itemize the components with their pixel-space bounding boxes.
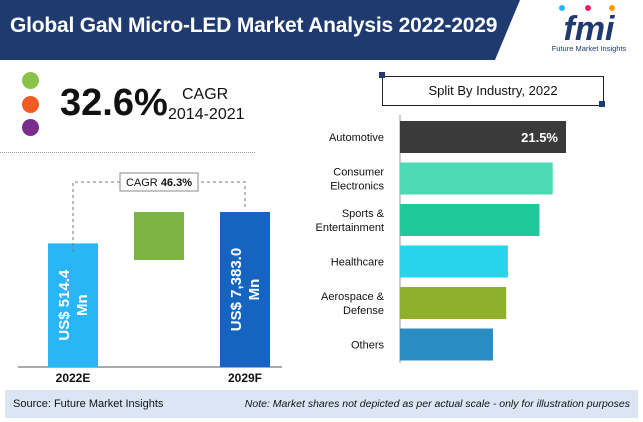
purple-dot-icon	[22, 119, 39, 136]
cagr-value: 32.6%	[60, 82, 168, 124]
industry-label: Automotive	[329, 132, 384, 144]
fmi-logo: fmi	[559, 5, 617, 48]
industry-label: Consumer Electronics	[330, 167, 384, 193]
source-note: Source: Future Market Insights	[13, 398, 164, 410]
market-size-chart: US$ 514.4Mn 2022E US$ 7,383.0Mn 2029F CAGR 4…	[18, 172, 282, 385]
industry-bar-4	[400, 287, 507, 319]
green-dot-icon	[22, 72, 39, 89]
industry-label: Healthcare	[331, 257, 384, 269]
logo-text: fmi	[564, 10, 617, 48]
industry-label: Aerospace & Defense	[321, 291, 385, 317]
segment-title: Split By Industry, 2022	[382, 76, 604, 106]
cagr-label: CAGR	[182, 86, 229, 103]
industry-bar-0	[400, 121, 566, 153]
industry-label: Others	[351, 340, 385, 352]
corner-mark	[379, 72, 385, 78]
industry-label: Sports & Entertainment	[316, 208, 385, 234]
corner-mark	[599, 101, 605, 107]
market-bar-2029F	[220, 212, 270, 367]
industry-split-chart: Automotive 21.5% Consumer Electronics Sports…	[316, 115, 566, 363]
industry-value-label: 21.5%	[521, 130, 558, 145]
cagr-box	[119, 172, 199, 192]
divider	[0, 152, 255, 153]
growth-block	[134, 212, 184, 260]
logo-subtitle: Future Market Insights	[551, 44, 627, 53]
cagr-period: 2014-2021	[168, 106, 245, 123]
x-tick-label: 2022E	[56, 371, 91, 385]
bar-value-label: US$ 7,383.0Mn	[228, 248, 263, 331]
header-band	[0, 0, 520, 60]
x-tick-label: 2029F	[228, 371, 262, 385]
cagr-box-label: CAGR 46.3%	[126, 177, 192, 189]
industry-bar-2	[400, 204, 540, 236]
header: Global GaN Micro-LED Market Analysis 202…	[0, 0, 643, 62]
industry-bar-1	[400, 162, 553, 195]
page-title: Global GaN Micro-LED Market Analysis 202…	[10, 14, 498, 37]
industry-bar-5	[400, 328, 493, 361]
market-bar-2022E	[48, 243, 98, 367]
bar-value-label: US$ 514.4Mn	[56, 269, 91, 341]
industry-bar-3	[400, 245, 508, 278]
footer: Source: Future Market Insights Note: Mar…	[5, 390, 638, 418]
orange-dot-icon	[22, 96, 39, 113]
disclaimer-note: Note: Market shares not depicted as per …	[244, 398, 630, 410]
logo-figures-icon	[559, 5, 615, 11]
